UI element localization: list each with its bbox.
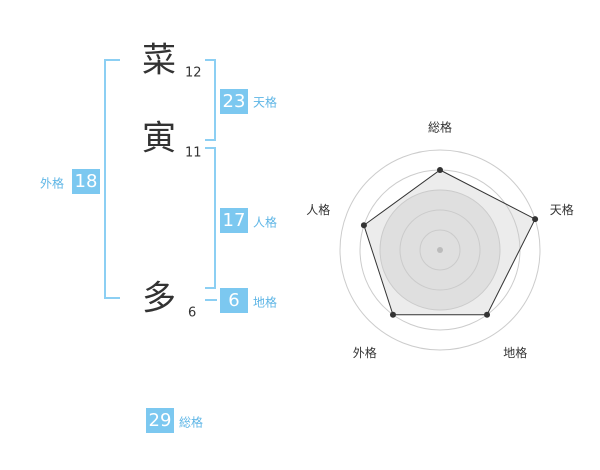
kaku-label: 天格 — [253, 95, 277, 110]
radar-point — [437, 167, 443, 173]
radar-point — [532, 216, 539, 223]
stroke-count: 6 — [188, 306, 196, 321]
value-box — [146, 408, 174, 433]
kaku-label: 地格 — [253, 295, 277, 310]
radar-axis-label: 地格 — [503, 345, 527, 360]
value-box — [220, 89, 248, 114]
radar-center — [437, 247, 443, 253]
value-box — [220, 288, 248, 313]
stroke-count: 12 — [185, 66, 202, 81]
kaku-value: 18 — [75, 171, 98, 192]
name-char: 寅 — [142, 119, 176, 159]
kaku-label: 人格 — [253, 215, 277, 230]
bracket-outer — [104, 59, 120, 299]
kaku-value: 17 — [223, 210, 246, 231]
stroke-count: 11 — [185, 146, 202, 161]
bracket-jinkaku — [205, 147, 216, 289]
radar-axis-label: 外格 — [353, 345, 377, 360]
name-char: 多 — [142, 279, 176, 319]
radar-point — [389, 311, 396, 318]
radar-axis-label: 総格 — [428, 120, 452, 135]
radar-point — [360, 222, 367, 229]
kaku-value: 6 — [228, 290, 239, 311]
name-char: 菜 — [142, 41, 176, 81]
radar-point — [484, 311, 491, 318]
kaku-label: 総格 — [179, 415, 203, 430]
kaku-value: 29 — [149, 410, 172, 431]
value-box — [72, 169, 100, 194]
radar-axis-label: 人格 — [306, 202, 330, 217]
bracket-tenkaku — [205, 59, 216, 141]
radar-axis-label: 天格 — [550, 202, 574, 217]
radar-area — [363, 169, 536, 316]
kaku-label: 外格 — [40, 176, 64, 191]
value-box — [220, 208, 248, 233]
kaku-value: 23 — [223, 91, 246, 112]
